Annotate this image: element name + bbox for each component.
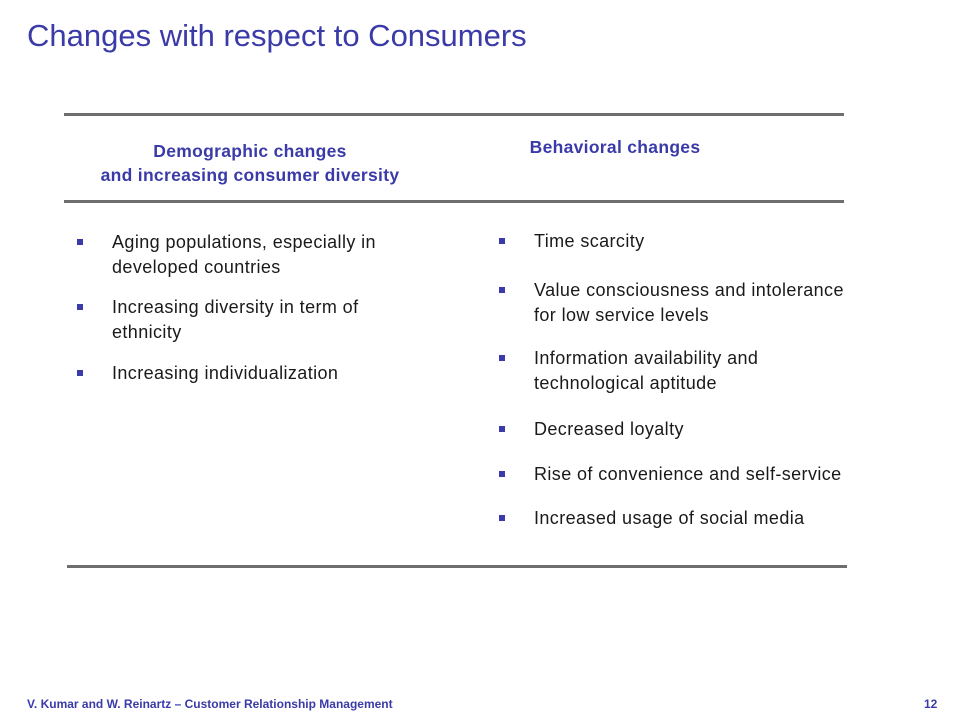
bullet-square-icon xyxy=(77,304,83,310)
list-item-behavioral: Value consciousness and intolerance for … xyxy=(499,278,859,328)
right-heading: Behavioral changes xyxy=(529,137,701,157)
bullet-square-icon xyxy=(499,471,505,477)
footer-citation: V. Kumar and W. Reinartz – Customer Rela… xyxy=(27,697,393,711)
bottom-divider xyxy=(67,565,847,568)
page-number: 12 xyxy=(924,697,938,711)
list-item-behavioral: Increased usage of social media xyxy=(499,506,899,531)
left-heading-line2: and increasing consumer diversity xyxy=(100,165,400,185)
list-item-behavioral: Decreased loyalty xyxy=(499,417,899,442)
list-item-demographic: Increasing individualization xyxy=(77,361,437,386)
bullet-square-icon xyxy=(499,355,505,361)
list-item-demographic: Aging populations, especially in develop… xyxy=(77,230,437,280)
left-heading-line1: Demographic changes xyxy=(153,141,347,161)
bullet-square-icon xyxy=(499,238,505,244)
bullet-square-icon xyxy=(77,370,83,376)
bullet-square-icon xyxy=(499,287,505,293)
slide-title: Changes with respect to Consumers xyxy=(27,18,527,53)
left-column-heading: Demographic changes and increasing consu… xyxy=(40,139,460,187)
bullet-square-icon xyxy=(499,515,505,521)
list-item-behavioral: Time scarcity xyxy=(499,229,899,254)
right-column-heading: Behavioral changes xyxy=(465,135,765,159)
list-item-behavioral: Information availability and technologic… xyxy=(499,346,829,396)
header-divider xyxy=(64,200,844,203)
bullet-square-icon xyxy=(499,426,505,432)
list-item-demographic: Increasing diversity in term of ethnicit… xyxy=(77,295,417,345)
top-divider xyxy=(64,113,844,116)
list-item-behavioral: Rise of convenience and self-service xyxy=(499,462,919,487)
bullet-square-icon xyxy=(77,239,83,245)
